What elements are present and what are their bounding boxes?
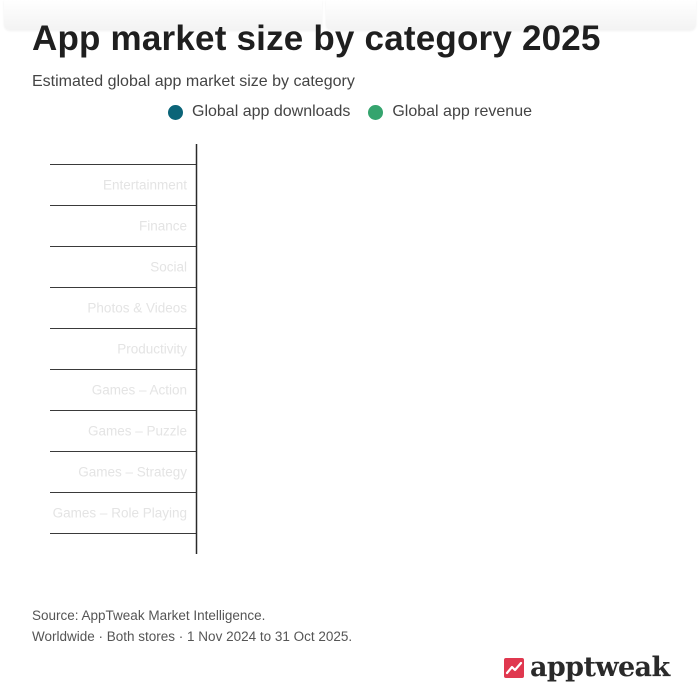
legend-item-downloads[interactable]: Global app downloads: [168, 103, 350, 121]
category-label: Finance: [139, 219, 187, 234]
chart-area: Entertainment Finance Social Photos & Video…: [0, 140, 700, 560]
category-label: Games – Role Playing: [53, 506, 187, 521]
chart-footer: Source: AppTweak Market Intelligence. Wo…: [32, 605, 352, 647]
trend-icon: [504, 658, 524, 678]
legend-swatch-downloads: [168, 104, 183, 120]
category-label: Games – Puzzle: [88, 424, 187, 439]
category-label: Social: [150, 260, 187, 275]
source-note: Source: AppTweak Market Intelligence.: [32, 608, 266, 623]
category-label: Entertainment: [103, 178, 187, 193]
category-label: Productivity: [117, 342, 187, 357]
legend-label-revenue: Global app revenue: [392, 103, 532, 120]
logo-wordmark: apptweak: [530, 652, 670, 683]
bar-chart: Entertainment Finance Social Photos & Video…: [50, 144, 198, 554]
legend-swatch-revenue: [368, 104, 384, 120]
top-fade-strip: [0, 0, 700, 32]
chart-legend: Global app downloads Global app revenue: [0, 103, 700, 121]
scope-note: Worldwide · Both stores · 1 Nov 2024 to …: [32, 629, 353, 644]
apptweak-logo: apptweak: [504, 653, 670, 683]
category-label: Photos & Videos: [87, 301, 187, 316]
chart-title: App market size by category 2025: [32, 19, 601, 58]
category-label: Games – Strategy: [78, 465, 187, 480]
legend-label-downloads: Global app downloads: [192, 103, 351, 120]
category-label: Games – Action: [92, 383, 187, 398]
chart-subtitle: Estimated global app market size by cate…: [32, 73, 355, 90]
faded-tab-left: [4, 0, 322, 30]
legend-item-revenue[interactable]: Global app revenue: [368, 103, 532, 121]
faded-tab-right: [326, 0, 696, 30]
